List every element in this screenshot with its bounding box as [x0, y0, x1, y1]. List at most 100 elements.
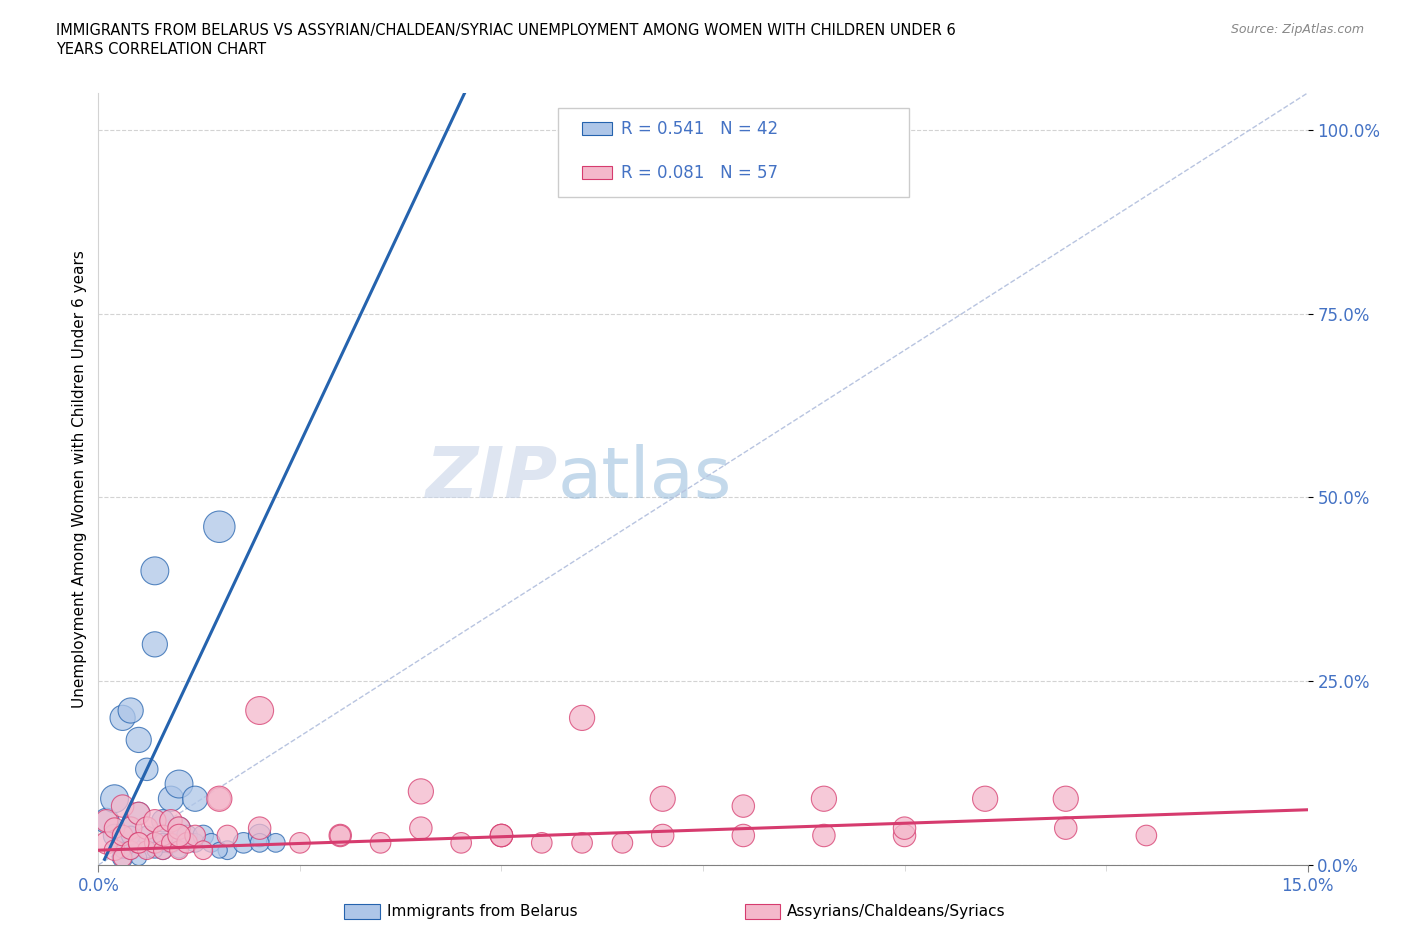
Point — [96, 814, 118, 829]
Point — [217, 828, 239, 843]
Point — [813, 828, 835, 843]
Point — [143, 564, 166, 578]
Point — [111, 799, 134, 814]
Point — [249, 828, 271, 843]
Point — [160, 814, 183, 829]
Point — [111, 828, 134, 843]
Point — [152, 843, 174, 857]
Text: IMMIGRANTS FROM BELARUS VS ASSYRIAN/CHALDEAN/SYRIAC UNEMPLOYMENT AMONG WOMEN WIT: IMMIGRANTS FROM BELARUS VS ASSYRIAN/CHAL… — [56, 23, 956, 38]
Point — [120, 843, 142, 857]
Point — [167, 777, 190, 791]
Point — [232, 835, 254, 850]
Point — [111, 711, 134, 725]
Point — [184, 828, 207, 843]
FancyBboxPatch shape — [558, 109, 908, 197]
Point — [167, 843, 190, 857]
Point — [120, 820, 142, 835]
Point — [152, 828, 174, 843]
Point — [1054, 820, 1077, 835]
Point — [200, 835, 222, 850]
Point — [176, 835, 198, 850]
Point — [103, 828, 125, 843]
Point — [135, 820, 157, 835]
Point — [120, 820, 142, 835]
Point — [176, 828, 198, 843]
Point — [120, 828, 142, 843]
Text: R = 0.541   N = 42: R = 0.541 N = 42 — [621, 120, 778, 138]
Point — [893, 820, 915, 835]
Text: Immigrants from Belarus: Immigrants from Belarus — [387, 904, 578, 919]
Point — [1135, 828, 1157, 843]
Point — [143, 637, 166, 652]
Point — [143, 835, 166, 850]
Text: YEARS CORRELATION CHART: YEARS CORRELATION CHART — [56, 42, 266, 57]
Point — [491, 828, 513, 843]
Y-axis label: Unemployment Among Women with Children Under 6 years: Unemployment Among Women with Children U… — [72, 250, 87, 708]
Point — [264, 835, 287, 850]
Point — [135, 843, 157, 857]
Point — [370, 835, 392, 850]
Point — [111, 835, 134, 850]
Point — [160, 791, 183, 806]
Point — [409, 820, 432, 835]
Point — [120, 843, 142, 857]
Point — [128, 835, 150, 850]
Point — [128, 733, 150, 748]
Point — [893, 828, 915, 843]
Point — [208, 791, 231, 806]
Point — [208, 791, 231, 806]
FancyBboxPatch shape — [582, 122, 613, 136]
Point — [217, 843, 239, 857]
Point — [103, 843, 125, 857]
Point — [135, 828, 157, 843]
Point — [103, 791, 125, 806]
Point — [208, 843, 231, 857]
Point — [974, 791, 997, 806]
Point — [143, 835, 166, 850]
Text: Assyrians/Chaldeans/Syriacs: Assyrians/Chaldeans/Syriacs — [787, 904, 1005, 919]
Point — [128, 806, 150, 821]
Point — [329, 828, 352, 843]
Point — [193, 828, 215, 843]
Point — [733, 799, 755, 814]
Point — [135, 843, 157, 857]
Point — [120, 703, 142, 718]
Point — [491, 828, 513, 843]
Point — [249, 703, 271, 718]
Point — [152, 814, 174, 829]
Text: Source: ZipAtlas.com: Source: ZipAtlas.com — [1230, 23, 1364, 36]
Point — [128, 835, 150, 850]
Point — [111, 850, 134, 865]
Point — [813, 791, 835, 806]
Point — [530, 835, 553, 850]
Point — [1054, 791, 1077, 806]
Point — [167, 828, 190, 843]
Point — [450, 835, 472, 850]
Point — [135, 762, 157, 777]
Point — [193, 843, 215, 857]
Point — [651, 791, 673, 806]
Point — [612, 835, 634, 850]
Point — [208, 519, 231, 534]
Text: ZIP: ZIP — [426, 445, 558, 513]
Point — [96, 835, 118, 850]
Point — [167, 820, 190, 835]
Point — [128, 806, 150, 821]
Point — [167, 820, 190, 835]
Point — [491, 828, 513, 843]
Point — [152, 835, 174, 850]
Point — [111, 850, 134, 865]
Text: atlas: atlas — [558, 445, 733, 513]
Point — [128, 835, 150, 850]
Point — [249, 820, 271, 835]
Point — [733, 828, 755, 843]
Point — [167, 843, 190, 857]
Point — [96, 814, 118, 829]
Point — [249, 835, 271, 850]
Point — [409, 784, 432, 799]
FancyBboxPatch shape — [582, 166, 613, 179]
Point — [143, 814, 166, 829]
Point — [152, 843, 174, 857]
Point — [111, 843, 134, 857]
Point — [103, 820, 125, 835]
